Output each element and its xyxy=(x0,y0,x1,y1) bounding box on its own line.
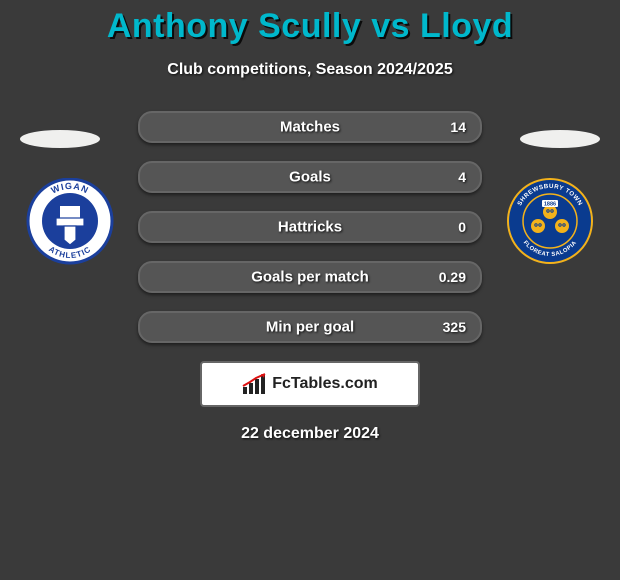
generated-date: 22 december 2024 xyxy=(0,425,620,443)
stat-value-right: 325 xyxy=(443,319,466,335)
stat-label: Goals per match xyxy=(251,269,369,286)
page-title: Anthony Scully vs Lloyd xyxy=(0,7,620,46)
stat-row: Min per goal 325 xyxy=(138,311,482,343)
fctables-badge[interactable]: FcTables.com xyxy=(200,361,420,407)
stat-label: Matches xyxy=(280,119,340,136)
stat-value-right: 0 xyxy=(458,219,466,235)
comparison-card: Anthony Scully vs Lloyd Club competition… xyxy=(0,0,620,580)
stat-label: Min per goal xyxy=(266,319,354,336)
stat-value-right: 4 xyxy=(458,169,466,185)
stats-list: Matches 14 Goals 4 Hattricks 0 Goals per… xyxy=(0,111,620,343)
stat-row: Hattricks 0 xyxy=(138,211,482,243)
page-subtitle: Club competitions, Season 2024/2025 xyxy=(0,61,620,79)
stat-label: Goals xyxy=(289,169,331,186)
stat-row: Goals 4 xyxy=(138,161,482,193)
fctables-label: FcTables.com xyxy=(272,375,378,393)
bar-chart-icon xyxy=(242,373,266,395)
stat-row: Goals per match 0.29 xyxy=(138,261,482,293)
stat-label: Hattricks xyxy=(278,219,342,236)
stat-row: Matches 14 xyxy=(138,111,482,143)
stat-value-right: 14 xyxy=(450,119,466,135)
stat-value-right: 0.29 xyxy=(439,269,466,285)
